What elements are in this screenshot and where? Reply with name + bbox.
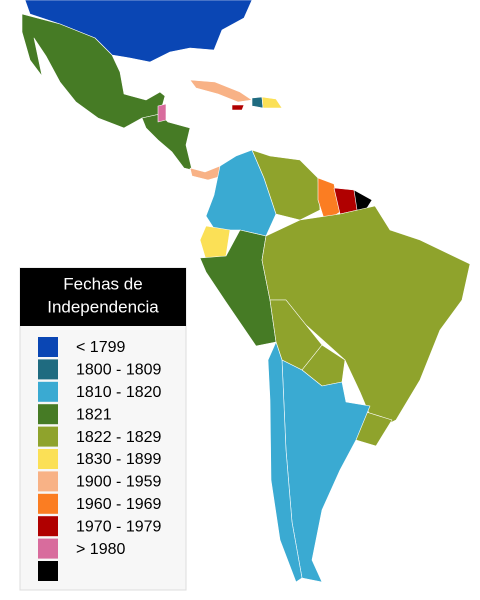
legend: Fechas de Independencia < 1799 1800 - 180…: [19, 267, 187, 591]
legend-title: Independencia: [47, 297, 159, 316]
central-america: [141, 113, 193, 171]
legend-title: Fechas de: [63, 274, 142, 293]
jamaica: [231, 104, 245, 111]
legend-items: < 1799 1800 - 1809 1810 - 1820 1821 1822 - 1…: [38, 337, 162, 581]
venezuela: [251, 149, 321, 221]
legend-label: > 1980: [76, 541, 125, 558]
legend-swatch: [38, 426, 58, 447]
haiti: [251, 96, 264, 109]
legend-swatch: [38, 404, 58, 425]
legend-swatch: [38, 381, 58, 402]
dominican-republic: [261, 96, 283, 109]
legend-swatch: [38, 516, 58, 537]
legend-swatch: [38, 337, 58, 357]
legend-label: 1800 - 1809: [76, 362, 162, 379]
regions: [21, 0, 471, 583]
legend-label: 1960 - 1969: [76, 496, 162, 513]
legend-swatch: [38, 538, 58, 559]
legend-label: 1900 - 1959: [76, 474, 162, 491]
legend-swatch: [38, 359, 58, 380]
legend-label: 1810 - 1820: [76, 384, 162, 401]
legend-swatch: [38, 449, 58, 469]
legend-label: 1821: [76, 406, 112, 423]
legend-label: 1830 - 1899: [76, 451, 162, 468]
legend-label: 1822 - 1829: [76, 429, 162, 446]
ecuador: [199, 225, 231, 261]
legend-swatch: [38, 493, 58, 514]
cuba: [189, 79, 253, 103]
legend-swatch: [38, 561, 58, 581]
panama: [189, 165, 223, 181]
chile: [267, 341, 303, 583]
legend-label: 1970 - 1979: [76, 518, 162, 535]
legend-swatch: [38, 471, 58, 492]
legend-label: < 1799: [76, 339, 125, 356]
belize: [157, 103, 167, 123]
legend-title-bar: [20, 268, 186, 326]
